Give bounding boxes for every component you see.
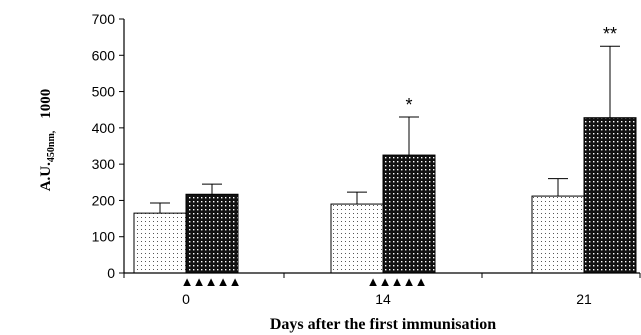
y-tick-label: 600: [92, 47, 116, 63]
y-tick-label: 300: [92, 156, 116, 172]
triangle-marker: ▲: [205, 274, 218, 289]
triangle-marker: ▲: [415, 274, 428, 289]
y-tick-label: 700: [92, 11, 116, 27]
y-tick-label: 100: [92, 229, 116, 245]
triangle-marker: ▲: [391, 274, 404, 289]
bar-dark: [185, 193, 239, 274]
triangle-marker: ▲: [379, 274, 392, 289]
x-tick-label: 21: [576, 291, 592, 307]
bar-dark: [382, 154, 436, 274]
bar-light: [531, 195, 585, 274]
significance-mark: *: [405, 95, 412, 115]
y-axis-label: A.U.450nm, 1000: [38, 89, 57, 192]
triangle-marker: ▲: [403, 274, 416, 289]
triangle-marker: ▲: [181, 274, 194, 289]
triangle-marker: ▲: [193, 274, 206, 289]
x-tick-label: 14: [375, 291, 391, 307]
bar-light: [330, 203, 384, 274]
y-tick-label: 200: [92, 192, 116, 208]
triangle-marker: ▲: [217, 274, 230, 289]
x-tick-label: 0: [182, 291, 190, 307]
x-axis-label: Days after the first immunisation: [270, 316, 496, 333]
y-axis-label-subscript: 450nm,: [46, 130, 57, 162]
significance-mark: **: [603, 24, 617, 44]
triangle-marker: ▲: [367, 274, 380, 289]
y-tick-label: 500: [92, 84, 116, 100]
triangle-marker: ▲: [229, 274, 242, 289]
y-tick-label: 0: [107, 265, 115, 281]
y-axis-label-suffix: 1000: [38, 89, 54, 119]
bar-dark: [583, 117, 637, 274]
y-axis-label-prefix: A.U.: [38, 162, 54, 191]
y-tick-label: 400: [92, 120, 116, 136]
bar-light: [133, 212, 187, 274]
